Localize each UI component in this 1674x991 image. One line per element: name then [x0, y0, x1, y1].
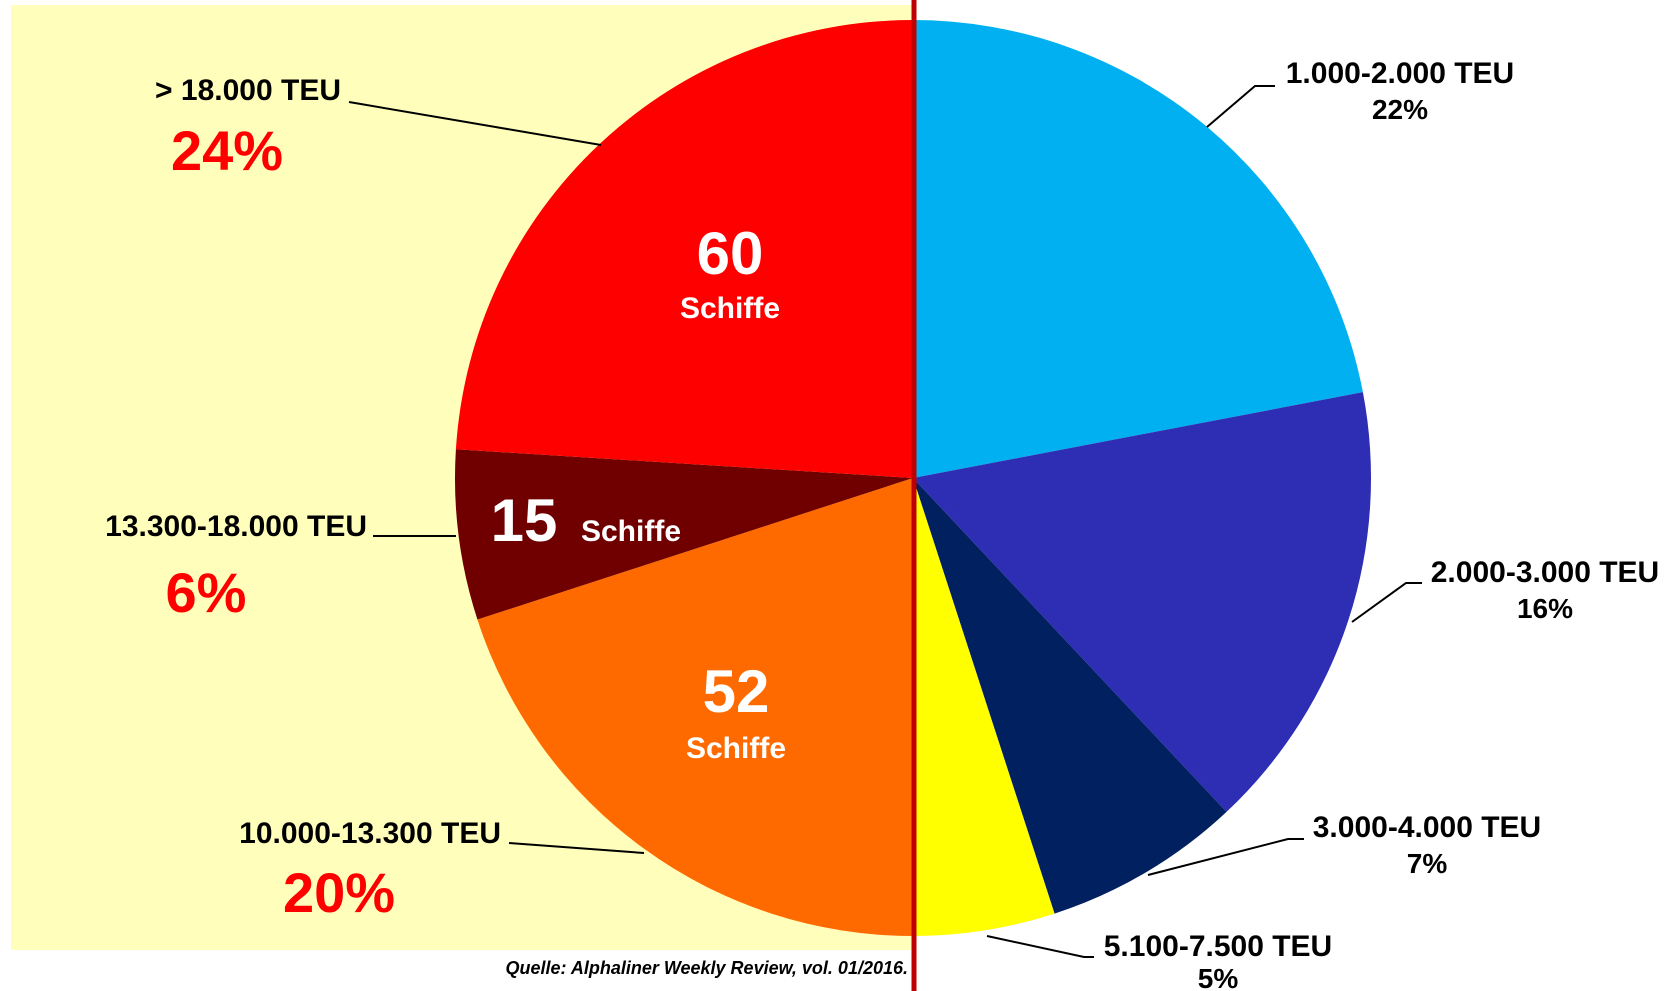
slice-label: 13.300-18.000 TEU	[105, 510, 367, 543]
ship-count: 15	[491, 487, 558, 554]
ship-count: 52	[703, 658, 770, 725]
percent-label: 20%	[283, 861, 395, 924]
pie-slice	[913, 478, 1055, 936]
percent-label: 16%	[1517, 593, 1573, 624]
percent-label: 7%	[1407, 848, 1448, 879]
ship-count-label: Schiffe	[680, 292, 780, 325]
percent-label: 6%	[166, 561, 247, 624]
ship-count-label: Schiffe	[581, 515, 681, 548]
percent-label: 5%	[1198, 963, 1239, 991]
slice-label: 10.000-13.300 TEU	[239, 817, 501, 850]
slice-label: 1.000-2.000 TEU	[1286, 57, 1514, 90]
leader-line	[348, 101, 602, 146]
ship-count-label: Schiffe	[686, 732, 786, 765]
percent-label: 22%	[1372, 94, 1428, 125]
pie-slice	[455, 20, 913, 478]
source-note: Quelle: Alphaliner Weekly Review, vol. 0…	[505, 958, 908, 978]
pie-slice	[455, 449, 913, 620]
slice-label: 2.000-3.000 TEU	[1431, 556, 1659, 589]
slice-label: > 18.000 TEU	[155, 74, 341, 107]
slice-label: 3.000-4.000 TEU	[1313, 811, 1541, 844]
leader-line	[1206, 85, 1275, 128]
leader-line	[986, 935, 1094, 958]
leader-line	[1147, 838, 1304, 876]
ship-count: 60	[697, 220, 764, 287]
pie-slice	[913, 392, 1372, 812]
leader-line	[1351, 582, 1422, 623]
percent-label: 24%	[171, 119, 283, 182]
slice-label: 5.100-7.500 TEU	[1104, 930, 1332, 963]
pie-slice	[913, 20, 1363, 478]
pie-slice	[913, 478, 1227, 914]
leader-line	[508, 842, 645, 854]
pie-slice	[477, 478, 913, 936]
